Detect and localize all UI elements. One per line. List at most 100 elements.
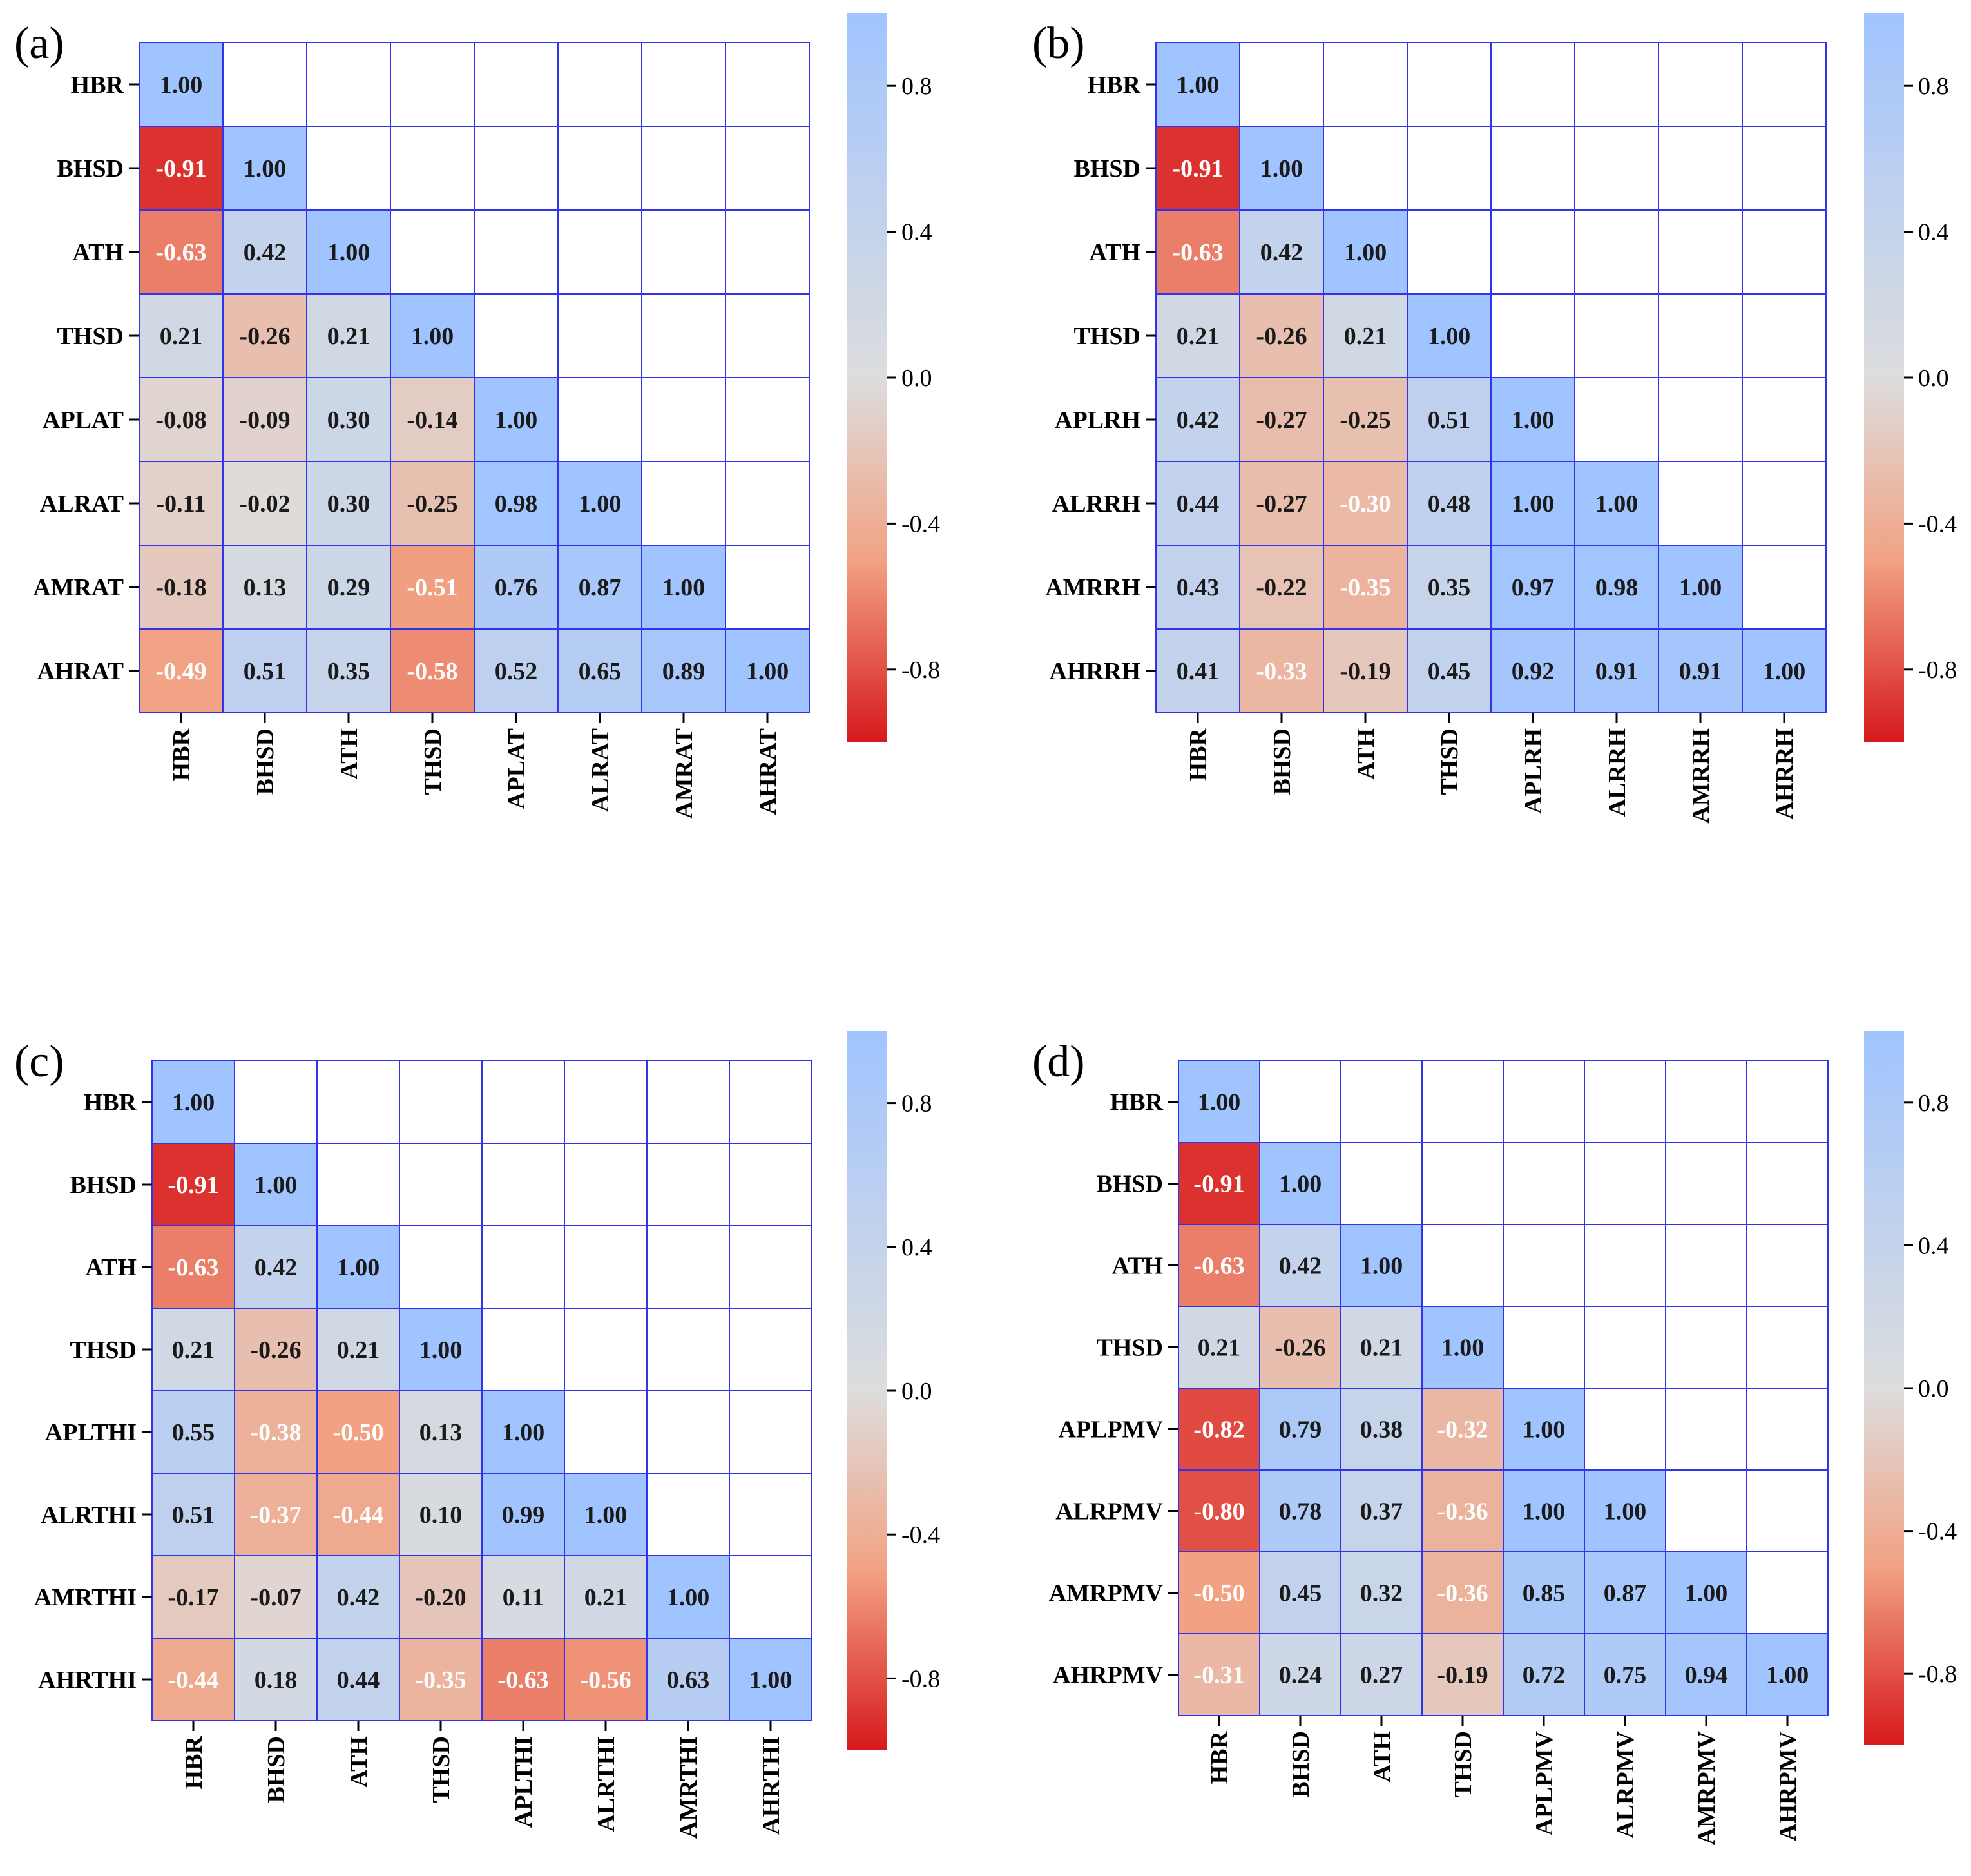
cell-value-label: 0.94 <box>1685 1662 1728 1689</box>
cell-value-label: 0.98 <box>1595 574 1639 601</box>
grid-cell <box>481 1143 565 1226</box>
heatmap-cell <box>222 377 307 462</box>
cell-value-label: -0.30 <box>1340 490 1390 517</box>
cell-value-label: -0.25 <box>407 490 457 517</box>
heatmap-cell <box>390 461 475 546</box>
cell-value-label: -0.91 <box>1172 155 1223 182</box>
cell-value-label: 1.00 <box>502 1419 545 1446</box>
heatmap-cell <box>1665 1633 1747 1716</box>
cell-value-label: 0.91 <box>1679 658 1722 685</box>
heatmap-cell <box>725 628 810 713</box>
grid-cell <box>557 377 642 462</box>
colorbar <box>847 1031 887 1750</box>
colorbar-tick-label: 0.0 <box>901 365 932 392</box>
heatmap-cell <box>1584 1633 1666 1716</box>
grid-cell <box>1665 1142 1747 1225</box>
heatmap-cell <box>316 1473 400 1556</box>
col-label: BHSD <box>1269 728 1296 795</box>
heatmap-cell <box>1323 209 1408 295</box>
row-label: ATH <box>72 239 124 266</box>
grid-cell <box>1421 1224 1504 1307</box>
cell-value-label: 0.55 <box>172 1419 215 1446</box>
grid-cell <box>1746 1306 1829 1389</box>
colorbar <box>847 13 887 742</box>
grid-cell <box>729 1225 812 1309</box>
cell-value-label: 1.00 <box>172 1089 215 1116</box>
cell-value-label: 1.00 <box>749 1667 793 1694</box>
colorbar-tick-label: 0.4 <box>901 219 932 246</box>
grid-cell <box>1665 1224 1747 1307</box>
cell-value-label: 0.91 <box>1595 658 1639 685</box>
heatmap-cell <box>481 1555 565 1639</box>
grid-cell <box>1742 42 1827 127</box>
grid-cell <box>646 1060 730 1144</box>
grid-cell <box>1574 209 1659 295</box>
row-label: AMRAT <box>33 574 124 601</box>
grid-cell <box>1421 1060 1504 1143</box>
heatmap-cell <box>1340 1224 1423 1307</box>
grid-cell <box>641 126 726 211</box>
grid-cell <box>725 126 810 211</box>
cell-value-label: 0.89 <box>662 658 706 685</box>
cell-value-label: -0.19 <box>1437 1662 1488 1689</box>
cell-value-label: -0.09 <box>239 407 290 434</box>
grid-cell <box>1742 377 1827 462</box>
grid-cell <box>564 1143 648 1226</box>
cell-value-label: 0.41 <box>1177 658 1220 685</box>
heatmap-cell <box>1155 461 1240 546</box>
panel-label: (d) <box>1032 1037 1085 1087</box>
heatmap-cell <box>1155 293 1240 378</box>
grid-cell <box>1503 1224 1585 1307</box>
grid-cell <box>641 209 726 295</box>
heatmap-cell <box>1421 1469 1504 1552</box>
cell-value-label: 1.00 <box>1198 1089 1241 1116</box>
grid-cell <box>725 461 810 546</box>
colorbar-tick-label: -0.4 <box>1918 1518 1957 1545</box>
grid-cell <box>306 126 391 211</box>
heatmap-cell <box>1239 628 1324 713</box>
row-label: BHSD <box>57 155 124 182</box>
cell-value-label: 0.78 <box>1279 1498 1322 1525</box>
cell-value-label: -0.63 <box>1172 239 1223 266</box>
grid-cell <box>1421 1142 1504 1225</box>
row-label: AMRTHI <box>34 1584 137 1611</box>
cell-value-label: 0.75 <box>1604 1662 1647 1689</box>
cell-value-label: -0.02 <box>239 490 290 517</box>
heatmap-cell <box>1658 628 1743 713</box>
grid-cell <box>1407 126 1492 211</box>
grid-cell <box>1503 1060 1585 1143</box>
row-label: ATH <box>1089 239 1140 266</box>
grid-cell <box>646 1473 730 1556</box>
row-label: AMRRH <box>1045 574 1140 601</box>
heatmap-cell <box>234 1225 318 1309</box>
col-label: ATH <box>345 1736 372 1788</box>
colorbar-tick-label: 0.0 <box>1918 365 1949 392</box>
row-label: AHRPMV <box>1053 1662 1164 1689</box>
row-label: APLAT <box>43 407 124 434</box>
grid-cell <box>641 293 726 378</box>
heatmap-cell <box>481 1390 565 1474</box>
cell-value-label: 0.27 <box>1360 1662 1403 1689</box>
cell-value-label: -0.56 <box>580 1667 631 1694</box>
colorbar-tick-label: -0.8 <box>1918 657 1957 684</box>
heatmap-cell <box>564 1555 648 1639</box>
row-label: ALRRH <box>1052 490 1140 517</box>
heatmap-cell <box>564 1638 648 1721</box>
colorbar-tick-label: 0.8 <box>901 73 932 100</box>
grid-cell <box>725 293 810 378</box>
grid-cell <box>725 377 810 462</box>
cell-value-label: 1.00 <box>667 1584 710 1611</box>
cell-value-label: 0.21 <box>1344 323 1387 350</box>
cell-value-label: 1.00 <box>579 490 622 517</box>
cell-value-label: -0.26 <box>1274 1335 1325 1362</box>
heatmap-cell <box>1340 1469 1423 1552</box>
grid-cell <box>729 1555 812 1639</box>
cell-value-label: 1.00 <box>419 1337 463 1364</box>
heatmap-cell <box>222 126 307 211</box>
grid-cell <box>390 42 475 127</box>
cell-value-label: -0.44 <box>168 1667 218 1694</box>
cell-value-label: -0.63 <box>155 239 206 266</box>
cell-value-label: -0.80 <box>1193 1498 1244 1525</box>
colorbar-tick-label: 0.8 <box>901 1090 932 1117</box>
grid-cell <box>1574 126 1659 211</box>
